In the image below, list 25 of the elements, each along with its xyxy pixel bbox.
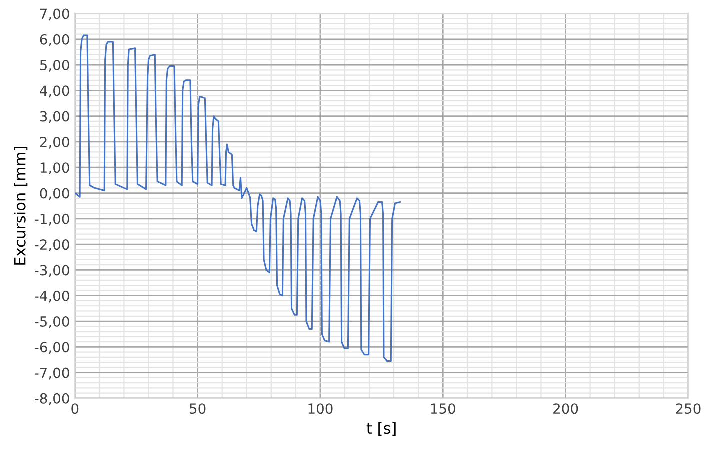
- y-tick-label: 7,00: [40, 8, 70, 21]
- y-tick-label: -3,00: [35, 265, 70, 278]
- x-tick-label: 0: [72, 404, 79, 414]
- y-tick-label: 2,00: [40, 136, 70, 149]
- y-axis-title: Excursion [mm]: [14, 147, 28, 265]
- y-tick-label: 5,00: [40, 60, 70, 72]
- x-tick-label: 250: [676, 404, 701, 414]
- y-tick-label: -1,00: [35, 214, 70, 226]
- x-axis-title: t [s]: [366, 422, 396, 436]
- y-tick-label: -7,00: [35, 368, 70, 380]
- y-tick-label: -6,00: [35, 342, 70, 354]
- y-tick-label: 1,00: [40, 162, 70, 175]
- x-tick-label: 200: [554, 404, 578, 414]
- x-tick-label: 100: [308, 404, 333, 414]
- y-tick-label: 6,00: [40, 34, 70, 46]
- y-tick-label: 3,00: [40, 111, 70, 124]
- y-tick-label: 4,00: [40, 86, 70, 98]
- y-tick-label: 0,00: [40, 188, 70, 200]
- x-tick-label: 50: [190, 404, 206, 414]
- y-tick-label: -4,00: [35, 290, 70, 303]
- y-tick-label: -8,00: [35, 393, 70, 406]
- line-series: [75, 34, 401, 362]
- x-tick-label: 150: [431, 404, 456, 414]
- y-tick-label: -2,00: [35, 240, 70, 252]
- y-tick-label: -5,00: [35, 316, 70, 328]
